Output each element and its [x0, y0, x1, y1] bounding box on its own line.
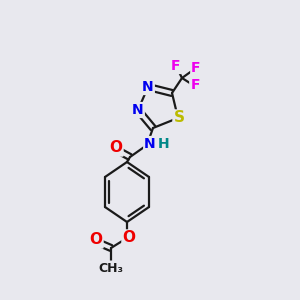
Text: CH₃: CH₃: [98, 262, 124, 275]
Text: N: N: [144, 137, 156, 151]
Text: F: F: [190, 78, 200, 92]
Text: N: N: [142, 80, 154, 94]
Text: F: F: [191, 61, 201, 75]
Text: O: O: [110, 140, 122, 155]
Text: O: O: [89, 232, 103, 247]
Text: N: N: [132, 103, 144, 117]
Text: H: H: [158, 137, 170, 151]
Text: O: O: [122, 230, 136, 245]
Text: F: F: [171, 59, 181, 73]
Text: S: S: [173, 110, 184, 125]
